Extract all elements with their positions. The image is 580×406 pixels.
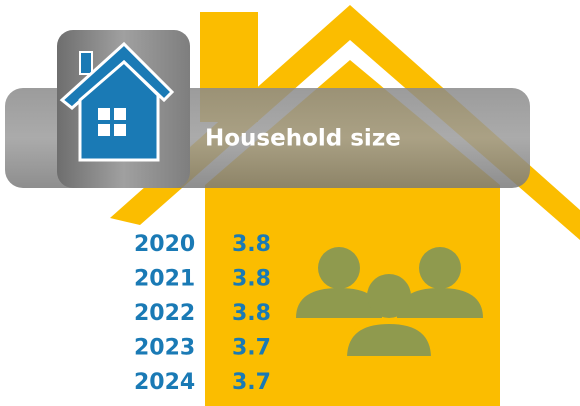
household-size-value: 3.7 xyxy=(232,336,271,361)
household-size-value: 3.7 xyxy=(232,370,271,395)
year-label: 2021 xyxy=(134,267,195,292)
people-icon xyxy=(296,247,483,360)
house-icon xyxy=(59,41,175,162)
data-rows: 2020 3.8 2021 3.8 2022 3.8 2023 3.7 2024 3.7 xyxy=(134,232,271,395)
year-label: 2024 xyxy=(134,370,195,395)
year-label: 2022 xyxy=(134,301,195,326)
year-label: 2023 xyxy=(134,336,195,361)
household-size-value: 3.8 xyxy=(232,301,271,326)
title: Household size xyxy=(205,126,401,152)
year-label: 2020 xyxy=(134,232,195,257)
household-size-value: 3.8 xyxy=(232,232,271,257)
household-size-value: 3.8 xyxy=(232,267,271,292)
